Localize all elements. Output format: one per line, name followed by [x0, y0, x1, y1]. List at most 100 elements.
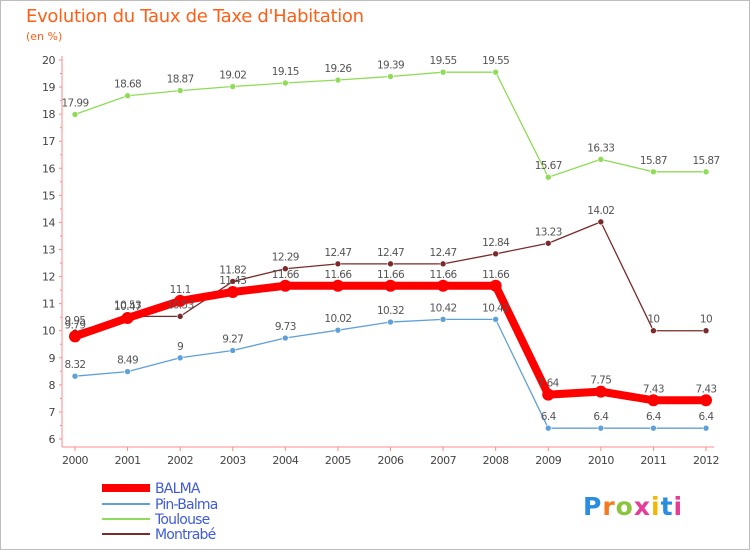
data-point: [647, 394, 660, 407]
chart-title: Evolution du Taux de Taxe d'Habitation: [26, 6, 364, 27]
data-label: 7.43: [696, 383, 717, 395]
data-point: [124, 368, 131, 375]
data-label: 10.02: [324, 313, 351, 325]
data-label: 10: [700, 314, 712, 326]
data-label: 8.32: [65, 359, 86, 371]
data-point: [594, 385, 607, 398]
x-tick-label: 2005: [325, 454, 351, 467]
series-line-toulouse: [74, 71, 707, 178]
data-point: [71, 111, 79, 118]
y-tick-label: 12: [42, 271, 55, 284]
data-label: 11.1: [170, 284, 191, 296]
data-label: 17.99: [61, 97, 88, 109]
data-label: 7.43: [643, 383, 664, 395]
x-tick-label: 2010: [588, 454, 614, 467]
data-label: 6.4: [699, 411, 715, 423]
data-point: [544, 173, 552, 181]
data-point: [489, 279, 502, 292]
data-point: [334, 326, 342, 334]
data-point: [597, 156, 605, 163]
x-tick-label: 2007: [430, 454, 456, 467]
data-label: 11.66: [272, 269, 300, 281]
data-label: 10.53: [114, 299, 141, 311]
data-point: [702, 424, 710, 432]
data-label: 10.42: [482, 302, 509, 314]
y-tick-label: 8: [49, 379, 56, 392]
data-label: 8.49: [117, 355, 138, 367]
data-point: [439, 316, 447, 323]
y-tick-label: 14: [42, 216, 55, 229]
data-point: [282, 265, 289, 273]
data-point: [597, 218, 605, 226]
chart-subtitle: (en %): [26, 30, 63, 43]
x-tick-label: 2012: [693, 454, 719, 467]
data-label: 9.73: [275, 321, 296, 333]
data-label: 7.64: [538, 378, 560, 390]
data-point: [542, 388, 555, 401]
x-tick-label: 2002: [167, 454, 193, 467]
data-label: 19.55: [430, 55, 457, 67]
data-label: 6.4: [541, 411, 557, 423]
data-point: [229, 278, 237, 285]
data-label: 15.87: [640, 155, 667, 167]
y-tick-label: 9: [49, 352, 56, 365]
data-label: 12.47: [430, 247, 457, 259]
y-tick-label: 19: [42, 81, 55, 94]
data-label: 19.26: [324, 63, 352, 75]
data-point: [650, 327, 657, 335]
data-point: [387, 260, 394, 268]
data-label: 18.87: [167, 74, 194, 86]
legend-label: BALMA: [155, 481, 201, 497]
data-point: [439, 260, 447, 268]
y-tick-label: 17: [42, 135, 55, 148]
x-tick-label: 2004: [272, 454, 298, 467]
x-tick-label: 2011: [640, 454, 666, 467]
data-point: [702, 327, 710, 335]
data-point: [334, 260, 342, 268]
y-tick-label: 13: [42, 244, 55, 257]
legend-label: Pin-Balma: [155, 497, 218, 513]
x-tick-label: 2000: [62, 454, 88, 467]
x-tick-label: 2001: [115, 454, 141, 467]
data-label: 10.47: [114, 301, 141, 313]
data-label: 10.42: [430, 302, 457, 314]
data-label: 9.79: [65, 319, 86, 331]
data-label: 18.68: [114, 79, 141, 91]
data-point: [387, 318, 394, 326]
data-label: 19.39: [377, 60, 404, 72]
data-point: [650, 168, 657, 176]
data-label: 9: [177, 341, 183, 353]
data-point: [176, 87, 184, 94]
data-label: 16.33: [587, 142, 614, 154]
data-point: [282, 334, 289, 342]
y-tick-label: 10: [42, 325, 55, 338]
data-point: [174, 294, 187, 307]
data-point: [176, 354, 184, 362]
data-point: [176, 313, 184, 320]
data-label: 10.53: [167, 299, 194, 311]
data-label: 12.29: [272, 252, 299, 264]
data-label: 14.02: [587, 205, 614, 217]
data-point: [226, 286, 239, 299]
data-point: [282, 79, 289, 87]
data-label: 11.66: [324, 269, 352, 281]
y-tick-label: 18: [42, 108, 55, 121]
x-tick-label: 2009: [535, 454, 561, 467]
x-tick-label: 2008: [483, 454, 509, 467]
x-tick-label: 2006: [378, 454, 404, 467]
data-point: [229, 83, 237, 90]
data-label: 15.67: [535, 160, 562, 172]
data-point: [71, 372, 79, 380]
legend-label: Montrabé: [155, 527, 216, 543]
data-point: [121, 311, 134, 324]
data-point: [439, 68, 447, 76]
data-label: 6.4: [593, 411, 609, 423]
series-line-pin-balma: [74, 318, 707, 429]
data-point: [334, 76, 342, 84]
data-point: [279, 279, 292, 292]
data-point: [331, 279, 344, 292]
data-label: 19.02: [219, 70, 246, 82]
data-label: 10.32: [377, 305, 404, 317]
data-point: [492, 250, 499, 258]
